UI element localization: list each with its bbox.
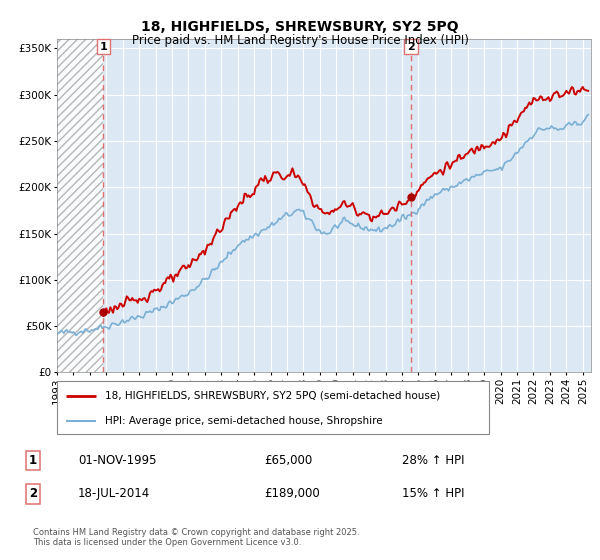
Text: Contains HM Land Registry data © Crown copyright and database right 2025.
This d: Contains HM Land Registry data © Crown c… — [33, 528, 359, 547]
Text: 18, HIGHFIELDS, SHREWSBURY, SY2 5PQ (semi-detached house): 18, HIGHFIELDS, SHREWSBURY, SY2 5PQ (sem… — [104, 391, 440, 401]
Text: 28% ↑ HPI: 28% ↑ HPI — [402, 454, 464, 467]
Text: HPI: Average price, semi-detached house, Shropshire: HPI: Average price, semi-detached house,… — [104, 416, 382, 426]
Text: 1: 1 — [29, 454, 37, 467]
Bar — [57, 39, 103, 372]
Text: 01-NOV-1995: 01-NOV-1995 — [78, 454, 157, 467]
Text: 1: 1 — [100, 41, 107, 52]
Text: 18-JUL-2014: 18-JUL-2014 — [78, 487, 150, 501]
Text: Price paid vs. HM Land Registry's House Price Index (HPI): Price paid vs. HM Land Registry's House … — [131, 34, 469, 46]
Text: 18, HIGHFIELDS, SHREWSBURY, SY2 5PQ: 18, HIGHFIELDS, SHREWSBURY, SY2 5PQ — [141, 20, 459, 34]
FancyBboxPatch shape — [57, 381, 489, 434]
Text: 2: 2 — [407, 41, 415, 52]
Text: £189,000: £189,000 — [264, 487, 320, 501]
Text: £65,000: £65,000 — [264, 454, 312, 467]
Text: 15% ↑ HPI: 15% ↑ HPI — [402, 487, 464, 501]
Text: 2: 2 — [29, 487, 37, 501]
